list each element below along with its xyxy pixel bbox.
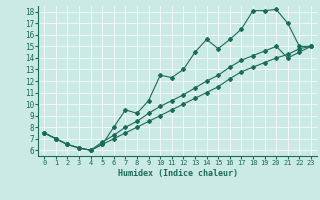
X-axis label: Humidex (Indice chaleur): Humidex (Indice chaleur) [118,169,238,178]
